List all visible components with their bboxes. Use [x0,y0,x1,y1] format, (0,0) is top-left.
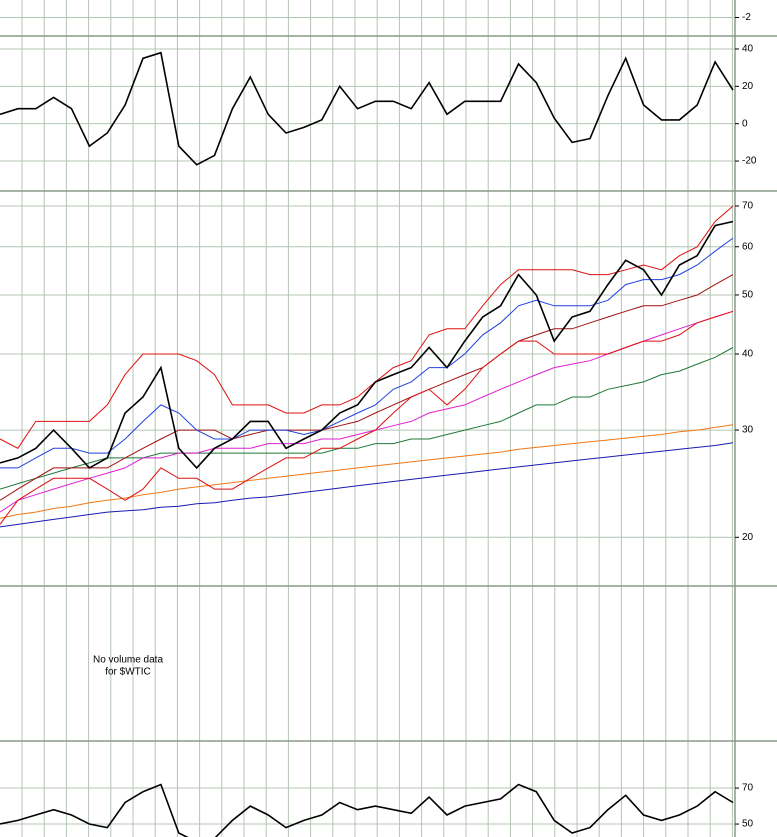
y-tick-label: 50 [742,290,754,301]
y-tick-label: 70 [742,201,754,212]
y-tick-label: -20 [742,156,757,167]
series-line [0,220,734,470]
series-line [0,783,734,837]
y-tick-label: 20 [742,81,754,92]
series-line [0,205,734,449]
y-tick-label: -2 [742,12,751,23]
y-tick-label: 40 [742,349,754,360]
annotation: for $WTIC [105,667,151,678]
series-line [0,310,734,513]
series-line [0,51,734,166]
annotation: No volume data [93,655,163,666]
series-line [0,310,734,525]
series-line [0,347,734,490]
y-tick-label: 50 [742,819,754,830]
series-line [0,424,734,519]
y-tick-label: 20 [742,532,754,543]
y-tick-label: 40 [742,44,754,55]
y-tick-label: 60 [742,241,754,252]
y-tick-label: 0 [742,118,748,129]
series-line [0,274,734,501]
y-tick-label: 30 [742,425,754,436]
y-tick-label: 70 [742,783,754,794]
series-line [0,237,734,469]
series-line [0,442,734,528]
